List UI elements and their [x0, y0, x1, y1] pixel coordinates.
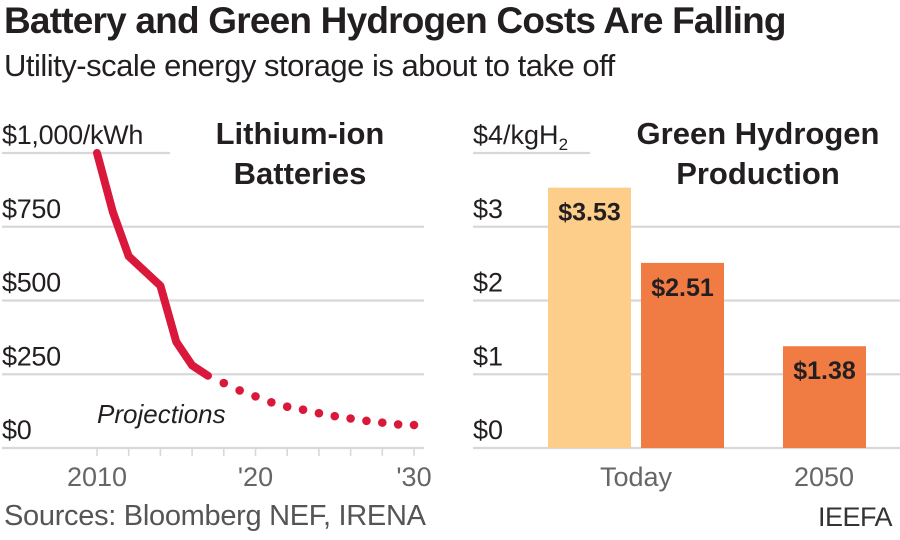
- projection-dot: [251, 392, 260, 401]
- y-tick-label: $1,000/kWh: [2, 120, 143, 150]
- x-category-label: 2050: [794, 462, 854, 492]
- panel-title: Production: [676, 156, 840, 191]
- y-tick-label: $3: [473, 194, 503, 224]
- projection-dot: [298, 405, 308, 414]
- bar: [548, 187, 631, 448]
- subscript: 2: [559, 135, 568, 154]
- projection-dot: [378, 418, 387, 427]
- brand-logo-text: IEEFA: [817, 502, 893, 532]
- projections-annotation: Projections: [97, 399, 226, 429]
- projection-dot: [314, 408, 324, 418]
- projection-dot: [267, 397, 276, 407]
- panel-title: Lithium-ion: [216, 116, 385, 151]
- panel-title: Green Hydrogen: [637, 116, 880, 151]
- y-tick-label: $750: [2, 194, 61, 224]
- bar-value-label: $3.53: [558, 199, 621, 227]
- projection-dot: [235, 386, 244, 395]
- sources-note: Sources: Bloomberg NEF, IRENA: [4, 500, 426, 532]
- bar: [641, 262, 724, 448]
- battery-cost-chart: $0 $250 $500 $750 $1,000/kWh 2010 '20 '30 Lithiu…: [2, 116, 432, 492]
- bar-value-label: $1.38: [793, 357, 856, 385]
- projection-dot: [393, 420, 403, 429]
- x-tick-label: '30: [396, 462, 431, 492]
- y-tick-label: $250: [2, 341, 61, 371]
- chart-title: Battery and Green Hydrogen Costs Are Fal…: [4, 0, 787, 41]
- y-tick-label: $4/kgH2: [473, 120, 568, 154]
- projection-dot: [282, 402, 292, 412]
- chart-subtitle: Utility-scale energy storage is about to…: [4, 48, 615, 83]
- y-tick-label: $0: [473, 415, 503, 445]
- x-tick-label: 2010: [67, 462, 127, 492]
- panel-title: Batteries: [234, 156, 367, 191]
- y-tick-label: $0: [2, 415, 31, 445]
- projection-dot: [409, 420, 419, 430]
- x-category-label: Today: [600, 462, 673, 492]
- projection-dot: [362, 416, 371, 426]
- y-tick-label: $2: [473, 268, 503, 298]
- bar: [783, 346, 866, 448]
- projection-dot: [330, 411, 340, 421]
- y-tick-label: $1: [473, 341, 503, 371]
- projection-dot: [346, 414, 355, 423]
- x-tick-label: '20: [238, 462, 273, 492]
- y-tick-label: $500: [2, 268, 61, 298]
- historical-line: [93, 149, 212, 380]
- projection-dot: [219, 378, 229, 388]
- hydrogen-cost-chart: $0 $1 $2 $3 $4/kgH2 Green Hydrogen Production $…: [473, 116, 900, 492]
- bar-value-label: $2.51: [651, 274, 714, 302]
